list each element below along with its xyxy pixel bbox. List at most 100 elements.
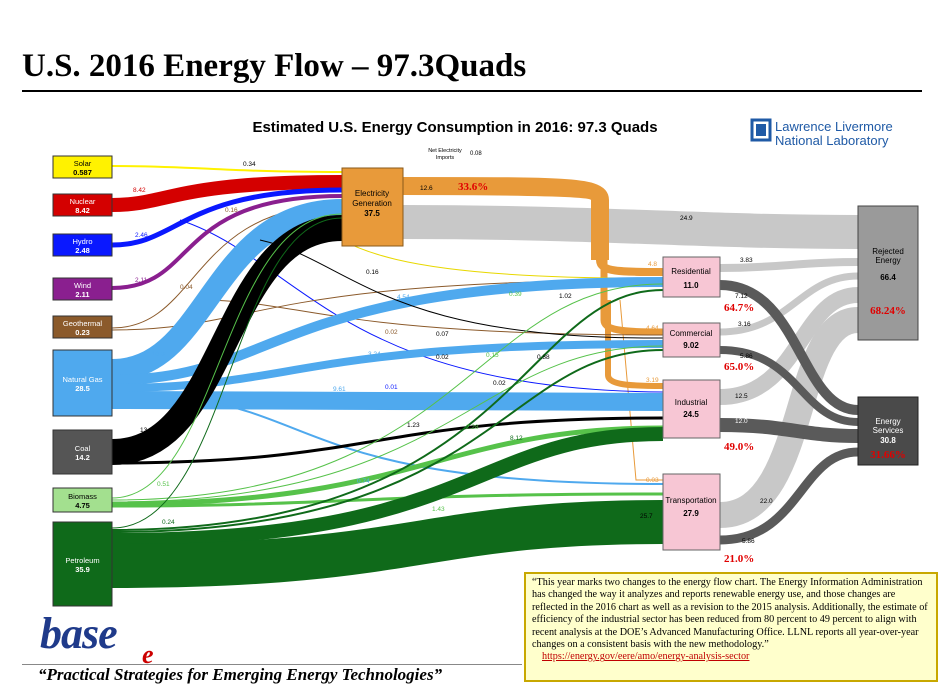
flow-label-coal-ind: 1.23 <box>407 422 420 429</box>
flow-label-pet-res: 1.02 <box>559 293 572 300</box>
flow-label-pet-com: 0.88 <box>537 354 550 361</box>
flow-label-trans-serv: 5.86 <box>742 538 755 545</box>
methodology-note: “This year marks two changes to the ener… <box>524 572 938 682</box>
flow-ind-services <box>719 418 859 443</box>
flow-bio-trans <box>111 492 664 508</box>
note-link[interactable]: https://energy.gov/eere/amo/energy-analy… <box>542 651 750 663</box>
imports-label-1: Net Electricity <box>428 148 462 154</box>
flow-solar-elec <box>111 165 343 173</box>
flow-label-ng-com: 3.24 <box>368 351 381 358</box>
electricity-label-1: Electricity <box>355 189 389 198</box>
flow-bio-res <box>111 283 664 501</box>
flow-label-coal-com: 0.07 <box>436 331 449 338</box>
tagline: “Practical Strategies for Emerging Energ… <box>38 665 443 684</box>
flow-wind-elec <box>111 194 343 290</box>
flow-label-geo-elec: 0.16 <box>225 207 238 214</box>
flow-coal-elec <box>111 215 343 465</box>
flow-label-geo-res: 0.04 <box>180 284 193 291</box>
flow-geo-com <box>199 299 664 336</box>
source-value-coal: 14.2 <box>75 453 90 462</box>
electricity-generation-node: Electricity Generation 37.5 33.6% Net El… <box>341 148 488 247</box>
source-label-petroleum: Petroleum <box>65 556 99 565</box>
flow-label-wind-elec: 2.11 <box>135 277 148 284</box>
flow-nuclear-elec <box>111 175 343 212</box>
flow-com-rejected <box>719 272 859 336</box>
flow-elec-trans <box>619 299 663 481</box>
flow-bio-ind <box>111 425 664 507</box>
flow-res-services <box>719 280 859 415</box>
llnl-name-line2: National Laboratory <box>775 133 889 148</box>
electricity-value: 37.5 <box>364 209 380 218</box>
flow-label-bio-trans: 1.43 <box>432 506 445 513</box>
flow-elec-ind <box>605 300 664 389</box>
source-label-coal: Coal <box>75 444 91 453</box>
rejected-label-2: Energy <box>875 256 900 265</box>
flow-label-ng-res: 4.54 <box>397 294 410 301</box>
residential-label: Residential <box>671 267 711 276</box>
llnl-logo: Lawrence Livermore National Laboratory <box>750 118 893 148</box>
flow-label-elec-ind: 3.19 <box>646 377 659 384</box>
flow-trans-rejected <box>718 307 860 528</box>
flow-elec-out <box>402 177 609 260</box>
rejected-energy-box <box>857 205 919 341</box>
flow-label-elec-out: 12.6 <box>420 185 433 192</box>
flow-label-ind-rej: 12.5 <box>735 393 748 400</box>
industrial-percent: 49.0% <box>724 441 754 453</box>
flow-label-elec-com: 4.64 <box>646 325 659 332</box>
flow-label-elec-rej: 24.9 <box>680 215 693 222</box>
flow-elec-com <box>600 260 664 336</box>
flow-label-hydro-elec: 2.46 <box>135 232 148 239</box>
services-percent: 31.66% <box>870 449 906 461</box>
flow-trans-services <box>719 447 859 545</box>
flow-label-com-rej: 3.16 <box>738 321 751 328</box>
electricity-box <box>341 167 404 247</box>
source-box-hydro <box>52 233 113 257</box>
note-text: “This year marks two changes to the ener… <box>532 577 928 651</box>
rejected-value: 66.4 <box>880 273 896 282</box>
tagline-divider <box>22 664 522 665</box>
flow-label-hydro-ind: 0.01 <box>385 384 398 391</box>
electricity-label-2: Generation <box>352 199 392 208</box>
rejected-energy-node: Rejected Energy 66.4 68.24% <box>857 205 919 341</box>
flow-ng-elec <box>111 199 343 381</box>
flow-label-trans-rej: 22.0 <box>760 498 773 505</box>
transportation-label: Transportation <box>665 496 716 505</box>
base-logo-subscript: e <box>142 640 154 669</box>
flow-coal-com <box>259 239 664 339</box>
flow-label-com-serv: 5.86 <box>740 353 753 360</box>
flow-label-ng-elec: 10.3 <box>152 351 165 358</box>
source-value-geothermal: 0.23 <box>75 328 90 337</box>
industrial-value: 24.5 <box>683 410 699 419</box>
residential-percent: 64.7% <box>724 302 754 314</box>
rejected-percent: 68.24% <box>870 305 906 317</box>
source-value-natural-gas: 28.5 <box>75 384 90 393</box>
residential-box <box>662 256 721 298</box>
flow-label-coal-elec: 13.0 <box>140 427 153 434</box>
source-value-nuclear: 8.42 <box>75 206 90 215</box>
source-box-biomass <box>52 487 113 513</box>
title-divider <box>22 90 922 92</box>
flow-bio-elec <box>111 213 343 499</box>
services-value: 30.8 <box>880 436 896 445</box>
flow-label-pet-elec: 0.24 <box>162 519 175 526</box>
flow-label-pet-trans: 25.7 <box>640 513 653 520</box>
source-value-solar: 0.587 <box>73 168 92 177</box>
flow-label-ng-ind: 9.61 <box>333 386 346 393</box>
flow-ng-res <box>111 277 664 385</box>
flow-res-rejected <box>719 258 859 272</box>
flow-label-coal-ind2: 0.02 <box>436 354 449 361</box>
source-label-wind: Wind <box>74 281 91 290</box>
flow-ng-trans <box>199 399 664 485</box>
source-box-coal <box>52 429 113 475</box>
flow-label-res-serv: 7.12 <box>735 293 748 300</box>
energy-services-box <box>857 396 919 466</box>
source-value-biomass: 4.75 <box>75 501 90 510</box>
flow-label-bio-com: 0.15 <box>486 352 499 359</box>
flow-label-elec-res: 4.8 <box>648 261 657 268</box>
commercial-value: 9.02 <box>683 341 699 350</box>
source-label-nuclear: Nuclear <box>70 197 96 206</box>
flow-label-geo-com: 0.02 <box>385 329 398 336</box>
flow-pet-elec <box>111 217 343 529</box>
flow-hydro-elec <box>111 187 343 248</box>
